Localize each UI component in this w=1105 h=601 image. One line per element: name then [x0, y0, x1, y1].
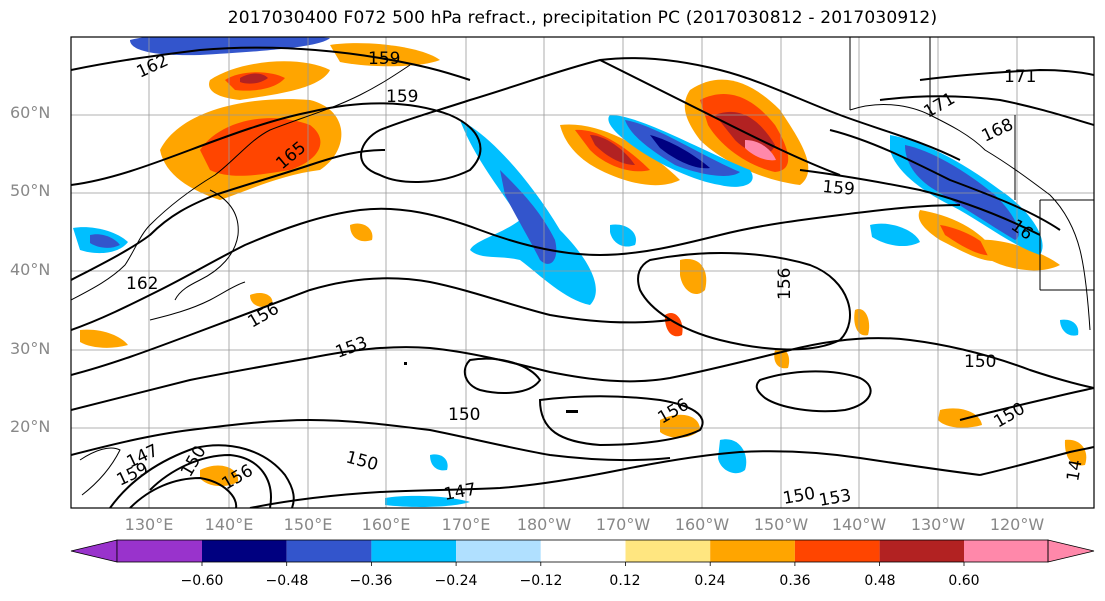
contour-label: 159	[386, 87, 418, 107]
lon-label: 150°W	[753, 515, 809, 534]
positive-anomaly-patches	[80, 43, 1087, 487]
colorbar-tick-label: 0.60	[948, 573, 980, 589]
lon-label: 180°W	[516, 515, 572, 534]
colorbar-tick-label: −0.60	[180, 573, 224, 589]
contour-label: 150	[964, 352, 996, 372]
lon-label: 130°W	[910, 515, 966, 534]
negative-anomaly-patches	[73, 37, 1079, 507]
colorbar-tick-label: 0.48	[864, 573, 896, 589]
colorbar-tick-label: −0.48	[265, 573, 309, 589]
colorbar-segment	[202, 540, 287, 562]
lon-label: 160°W	[674, 515, 730, 534]
lat-label: 40°N	[10, 260, 51, 279]
coastlines	[71, 37, 1094, 496]
graticule	[71, 37, 1094, 508]
lat-label: 30°N	[10, 339, 51, 358]
contour-label: 156	[775, 268, 795, 300]
lon-label: 130°E	[124, 515, 174, 534]
colorbar-segment	[710, 540, 795, 562]
colorbar-tick-label: 0.12	[609, 573, 641, 589]
contour-label: 150	[448, 405, 480, 425]
height-contours	[71, 46, 1094, 508]
contour-label: 14	[1063, 458, 1086, 483]
map-field	[71, 37, 1094, 508]
colorbar-under-extension	[70, 539, 118, 563]
colorbar-segment	[456, 540, 541, 562]
colorbar-tick-label: −0.24	[434, 573, 478, 589]
colorbar-segment	[625, 540, 711, 562]
lon-label: 150°E	[283, 515, 333, 534]
lat-label: 60°N	[10, 103, 51, 122]
lon-label: 140°W	[831, 515, 887, 534]
colorbar-tick-label: −0.36	[349, 573, 393, 589]
map-frame	[70, 36, 1095, 509]
colorbar-segment	[371, 540, 457, 562]
lon-label: 140°E	[204, 515, 254, 534]
colorbar-segment	[879, 540, 964, 562]
contour-label: 162	[126, 274, 158, 294]
colorbar-tick-label: −0.12	[519, 573, 563, 589]
colorbar-tick-label: 0.36	[779, 573, 811, 589]
lon-label: 170°W	[595, 515, 651, 534]
contour-label: 159	[822, 177, 856, 200]
contour-label: 171	[1004, 67, 1036, 87]
colorbar-segment	[540, 540, 626, 562]
lat-label: 20°N	[10, 417, 51, 436]
lat-label: 50°N	[10, 181, 51, 200]
figure-title: 2017030400 F072 500 hPa refract., precip…	[227, 8, 938, 28]
colorbar-tick-label: 0.24	[694, 573, 726, 589]
colorbar	[70, 539, 1095, 566]
lon-label: 120°W	[989, 515, 1045, 534]
colorbar-over-extension	[1047, 539, 1095, 563]
colorbar-segment	[964, 540, 1048, 562]
colorbar-segment	[117, 540, 202, 562]
contour-label: 159	[368, 49, 400, 69]
colorbar-segment	[794, 540, 880, 562]
lon-label: 160°E	[361, 515, 411, 534]
lon-label: 170°E	[441, 515, 491, 534]
colorbar-segment	[286, 540, 372, 562]
